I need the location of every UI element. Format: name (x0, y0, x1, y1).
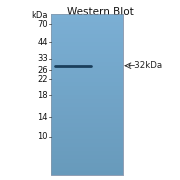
Bar (51, 123, 123, 127)
Bar (51, 30, 123, 34)
Bar (51, 26, 123, 30)
Bar (51, 127, 123, 130)
Bar (51, 147, 123, 150)
Text: 44: 44 (37, 38, 48, 47)
Bar (51, 111, 123, 114)
Bar (51, 118, 123, 123)
Bar (51, 75, 123, 78)
Bar (51, 14, 123, 175)
Bar (51, 70, 123, 75)
Bar (51, 150, 123, 155)
Bar (51, 159, 123, 163)
Bar (51, 66, 123, 70)
Bar (51, 155, 123, 159)
Bar (51, 58, 123, 62)
Text: 22: 22 (37, 75, 48, 84)
Text: 18: 18 (37, 91, 48, 100)
Bar (51, 91, 123, 95)
Text: 10: 10 (37, 132, 48, 141)
Bar (51, 18, 123, 22)
Bar (51, 143, 123, 147)
Bar (51, 94, 123, 98)
Bar (51, 34, 123, 39)
Bar (51, 171, 123, 175)
Text: 14: 14 (37, 112, 48, 122)
Text: kDa: kDa (31, 11, 48, 20)
Text: 33: 33 (37, 54, 48, 63)
Text: 26: 26 (37, 66, 48, 75)
Bar (51, 163, 123, 167)
Bar (51, 46, 123, 50)
Bar (51, 86, 123, 91)
Bar (51, 167, 123, 171)
Bar (51, 139, 123, 143)
Bar (51, 130, 123, 134)
Bar (51, 14, 123, 175)
Bar (51, 107, 123, 111)
Bar (51, 50, 123, 54)
Text: 70: 70 (37, 20, 48, 29)
Bar (51, 134, 123, 139)
Bar (51, 14, 123, 18)
Bar (51, 22, 123, 26)
Bar (51, 103, 123, 107)
Text: Western Blot: Western Blot (68, 7, 134, 17)
Bar (51, 78, 123, 82)
Bar (51, 62, 123, 66)
Bar (51, 54, 123, 58)
Text: ←32kDa: ←32kDa (128, 61, 163, 70)
Bar (51, 39, 123, 42)
Bar (51, 114, 123, 118)
Bar (51, 98, 123, 102)
Bar (51, 42, 123, 46)
Bar (51, 82, 123, 87)
